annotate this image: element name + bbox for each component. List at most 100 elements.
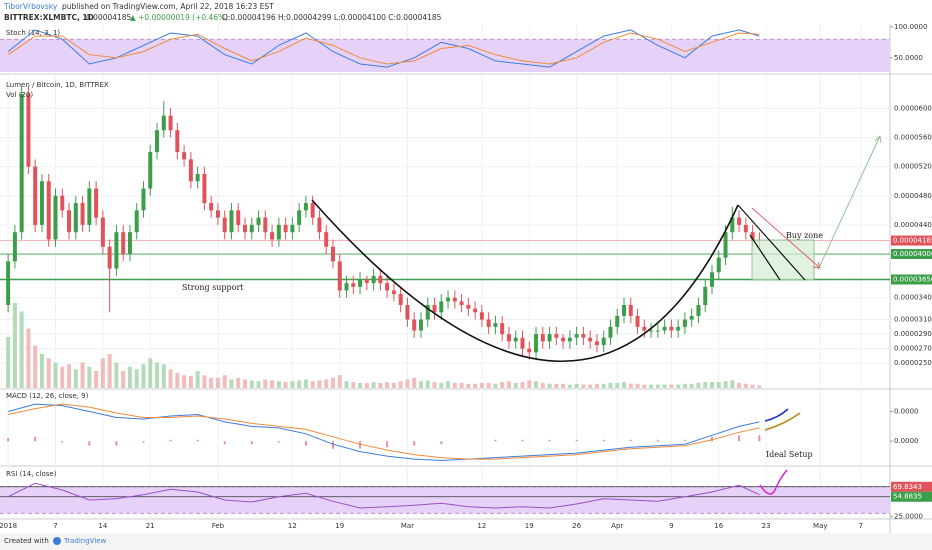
- candle-body: [26, 93, 31, 167]
- x-tick-label: 7: [859, 522, 863, 530]
- volume-bar: [669, 384, 674, 388]
- candle-body: [655, 330, 660, 332]
- author[interactable]: TiborVrbovsky: [3, 2, 58, 11]
- volume-bar: [432, 382, 437, 388]
- volume-bar: [324, 379, 329, 388]
- candle-body: [39, 181, 44, 225]
- price-label-box: [891, 249, 932, 260]
- candle-body: [134, 210, 139, 233]
- volume-bar: [141, 364, 146, 388]
- candle-body: [182, 152, 187, 160]
- price-label-box: [891, 235, 932, 246]
- volume-bar: [100, 358, 105, 388]
- volume-bar: [229, 379, 234, 388]
- volume-bar: [730, 380, 735, 388]
- histogram-bar: [738, 435, 741, 442]
- x-tick-label: 7: [53, 522, 57, 530]
- signal-projection: [764, 412, 801, 431]
- candle-body: [737, 217, 742, 225]
- level-label: 69.8343: [893, 483, 922, 491]
- histogram-bar: [7, 438, 10, 442]
- volume-bar: [195, 371, 200, 388]
- footer-created: Created with: [4, 537, 49, 545]
- volume-bar: [243, 379, 248, 388]
- histogram-bar: [413, 441, 416, 446]
- indicator-line: [7, 403, 760, 462]
- candle-body: [662, 326, 667, 331]
- volume-bar: [155, 362, 160, 388]
- candle-body: [506, 334, 511, 342]
- volume-bar: [594, 383, 599, 388]
- histogram-bar: [142, 441, 145, 443]
- level-label-box: [891, 491, 932, 502]
- volume-bar: [364, 382, 369, 388]
- published: published on TradingView.com, April 22, …: [62, 2, 274, 11]
- x-tick-label: 12: [477, 522, 486, 530]
- candle-body: [297, 210, 302, 225]
- y-tick-label: 0.0000: [894, 437, 919, 445]
- volume-bar: [662, 384, 667, 388]
- candle-body: [243, 224, 248, 233]
- volume-bar: [506, 381, 511, 388]
- band: [0, 486, 890, 514]
- footer-brand[interactable]: TradingView: [63, 537, 107, 545]
- candle-body: [121, 232, 126, 255]
- volume-bar: [202, 375, 207, 388]
- price-label-box: [891, 274, 932, 285]
- volume-bar: [391, 382, 396, 388]
- y-tick-label: 0.0000: [894, 408, 919, 416]
- volume-bar: [710, 382, 714, 388]
- volume-bar: [283, 382, 288, 388]
- candle-body: [581, 334, 586, 338]
- candle-body: [466, 304, 471, 309]
- volume-bar: [682, 383, 687, 388]
- candle-body: [527, 348, 532, 353]
- volume-bar: [148, 358, 153, 388]
- candle-body: [46, 181, 51, 240]
- candle-body: [588, 337, 593, 342]
- up-arrow-head: [874, 135, 882, 144]
- candle-body: [439, 301, 444, 313]
- candle-body: [94, 188, 99, 218]
- histogram-bar: [440, 441, 443, 445]
- candle-body: [249, 224, 254, 233]
- volume-bar: [554, 383, 559, 388]
- macd-projection: [764, 408, 789, 422]
- histogram-bar: [758, 435, 761, 442]
- candle-body: [446, 297, 451, 302]
- candle-body: [608, 326, 613, 338]
- price-label: 0.00004000: [893, 250, 932, 258]
- annotation: Buy zone: [786, 231, 823, 240]
- x-tick-label: 9: [669, 522, 673, 530]
- candle-body: [222, 217, 227, 233]
- candle-body: [330, 246, 335, 262]
- volume-bar: [534, 381, 539, 388]
- volume-bar: [716, 382, 721, 388]
- histogram-bar: [223, 441, 226, 445]
- volume-bar: [743, 383, 748, 388]
- volume-bar: [737, 382, 742, 388]
- candle-body: [236, 210, 241, 225]
- volume-bar: [19, 311, 24, 388]
- volume-bar: [114, 362, 119, 388]
- candle-body: [561, 337, 566, 342]
- candle-body: [168, 115, 173, 131]
- price-label: 0.00004185: [893, 237, 932, 245]
- candle-body: [100, 217, 105, 247]
- candle-body: [290, 224, 295, 233]
- x-tick-label: Feb: [212, 522, 225, 530]
- volume-bar: [256, 381, 261, 388]
- ohlc: O:0.00004196 H:0.00004299 L:0.00004100 C…: [222, 13, 442, 22]
- candle-body: [615, 315, 620, 327]
- histogram-bar: [602, 439, 605, 442]
- histogram-bar: [115, 441, 118, 446]
- volume-bar: [330, 377, 335, 388]
- volume-bar: [649, 384, 654, 388]
- candle-body: [432, 304, 437, 313]
- candle-body: [73, 203, 78, 233]
